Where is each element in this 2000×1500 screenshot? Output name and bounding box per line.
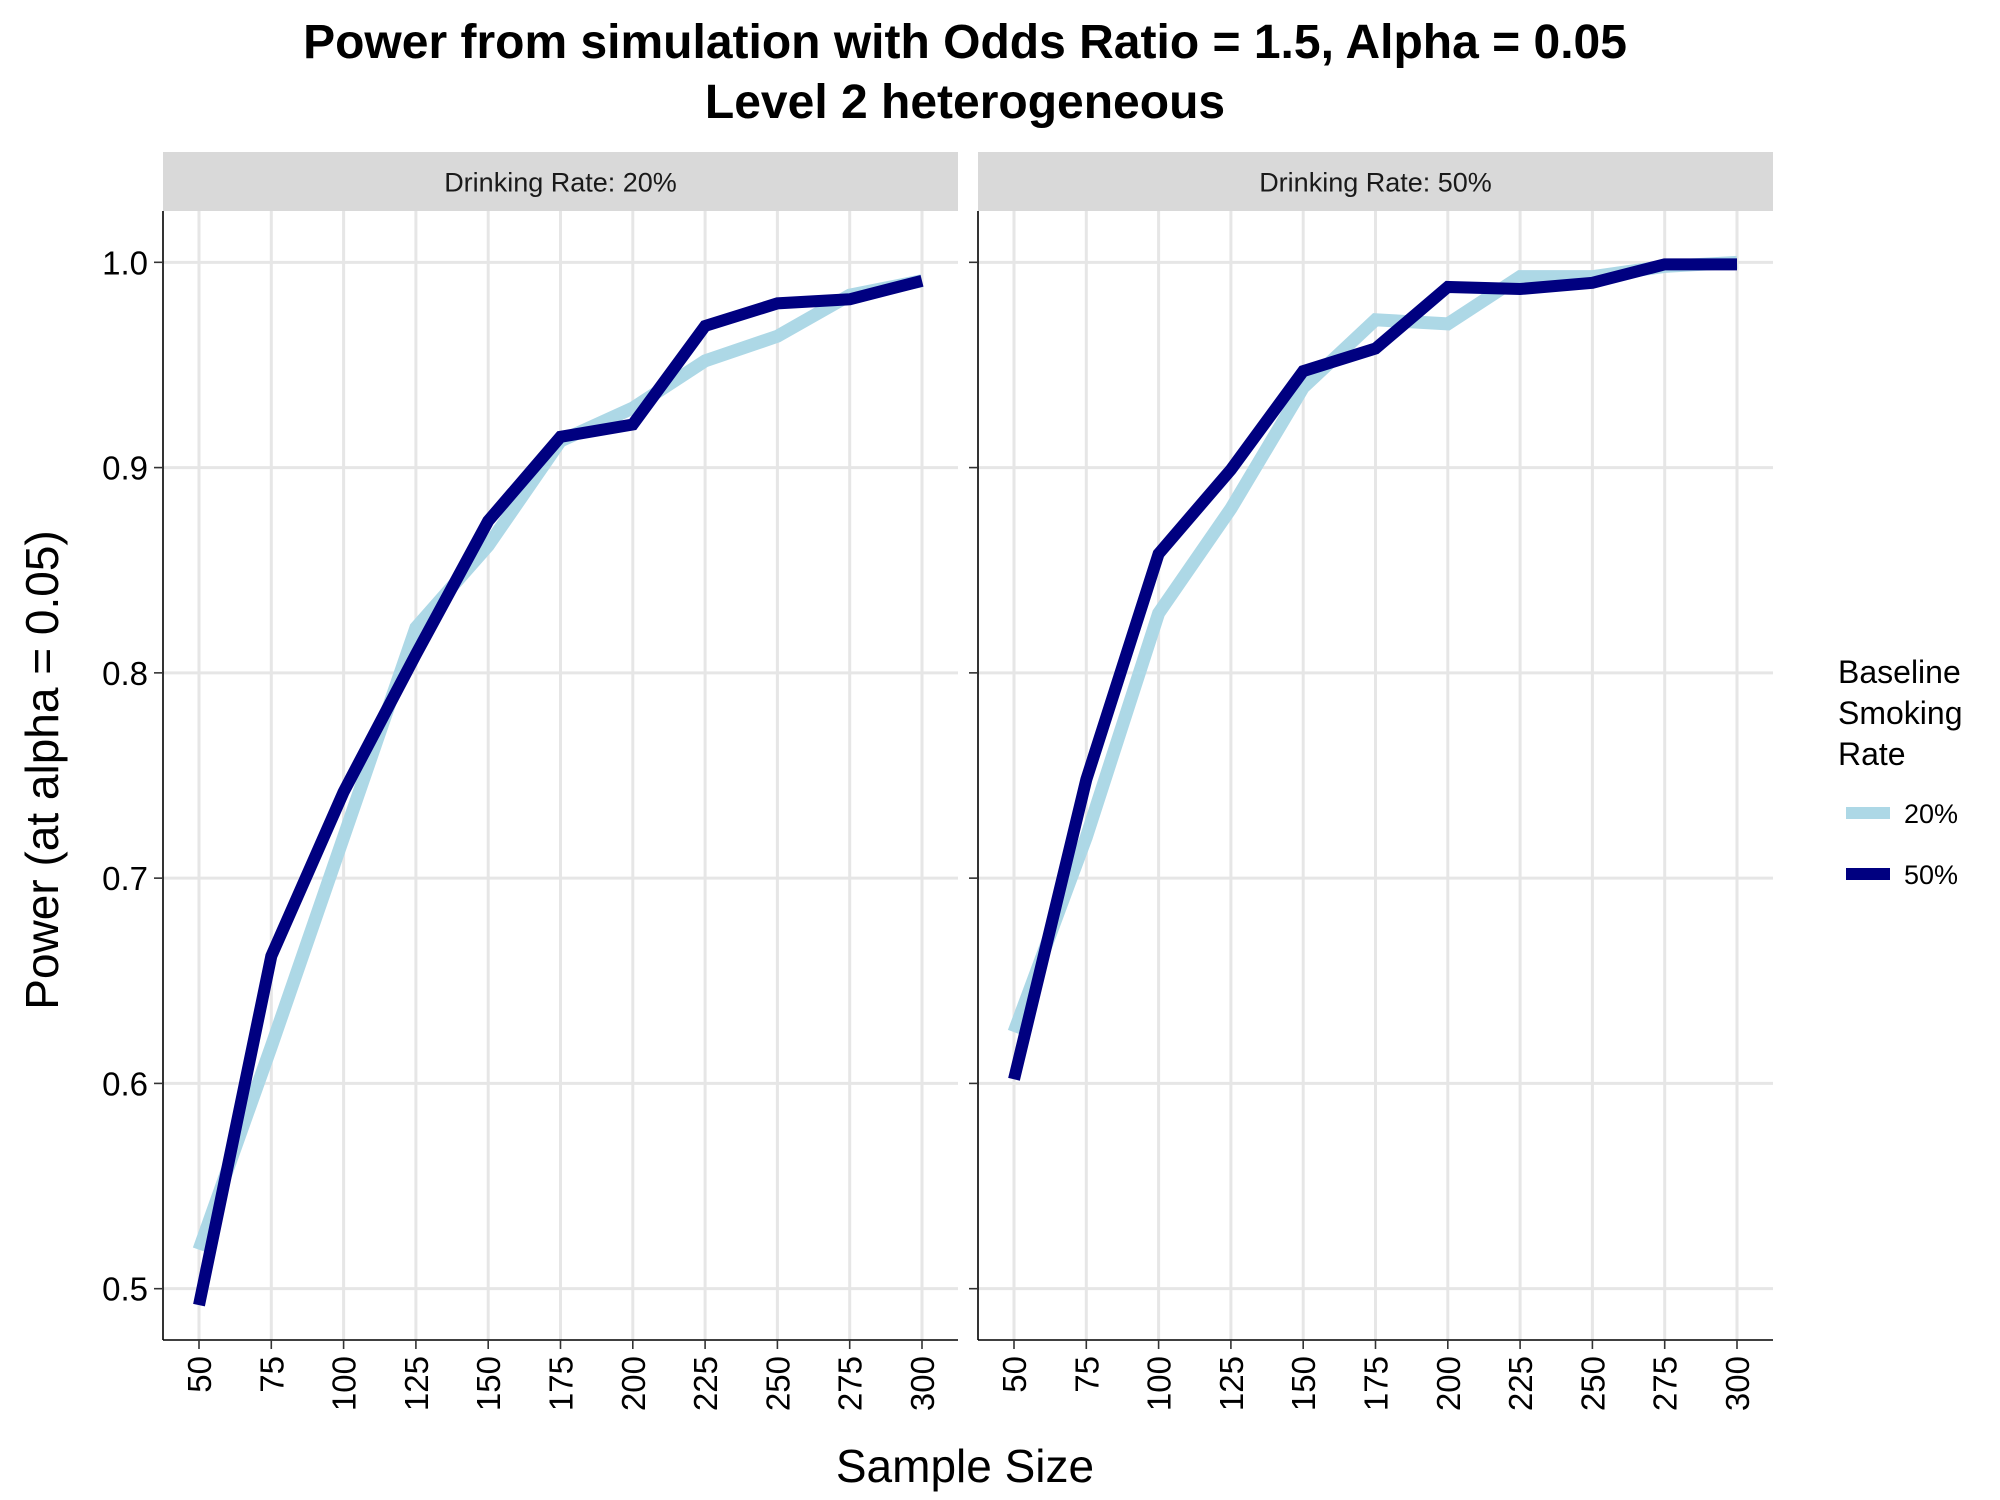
x-tick-label: 300	[904, 1356, 941, 1411]
x-tick-label: 250	[759, 1356, 796, 1411]
x-tick-label: 150	[1285, 1356, 1322, 1411]
y-tick-label: 1.0	[102, 244, 148, 281]
x-tick-label: 175	[1358, 1356, 1395, 1411]
legend-title-line: Smoking	[1838, 695, 1963, 731]
x-tick-label: 200	[615, 1356, 652, 1411]
legend-title-line: Rate	[1838, 736, 1906, 772]
x-tick-label: 300	[1719, 1356, 1756, 1411]
x-axis-title: Sample Size	[836, 1440, 1094, 1492]
panels-group: Drinking Rate: 20% 50 75 100 125 150 175 200 225…	[102, 152, 1773, 1411]
series-line-50pct	[1008, 258, 1737, 1081]
panel-strip-label: Drinking Rate: 50%	[1259, 168, 1492, 198]
panel-1: Drinking Rate: 20% 50 75 100 125 150 175 200 225…	[102, 152, 958, 1411]
y-tick-label: 0.8	[102, 655, 148, 692]
legend-entry-label: 20%	[1904, 799, 1958, 829]
y-tick-label: 0.7	[102, 860, 148, 897]
panel-strip	[978, 152, 1773, 211]
x-tick-label: 225	[687, 1356, 724, 1411]
panel-strip	[163, 152, 958, 211]
panel-strip-label: Drinking Rate: 20%	[444, 168, 677, 198]
y-axis-title: Power (at alpha = 0.05)	[16, 530, 68, 1009]
x-tick-label: 225	[1502, 1356, 1539, 1411]
x-tick-label: 75	[253, 1356, 290, 1393]
legend-entry-label: 50%	[1904, 860, 1958, 890]
x-tick-label: 150	[470, 1356, 507, 1411]
x-tick-label: 125	[1213, 1356, 1250, 1411]
x-tick-label: 275	[832, 1356, 869, 1411]
x-tick-label: 50	[181, 1356, 218, 1393]
x-tick-label: 50	[996, 1356, 1033, 1393]
x-tick-label: 250	[1574, 1356, 1611, 1411]
series-line-50pct	[193, 274, 924, 1307]
chart-title: Power from simulation with Odds Ratio = …	[303, 16, 1627, 69]
x-tick-label: 125	[398, 1356, 435, 1411]
panel-2: Drinking Rate: 50% 50 75 100 125 150 175 200 225…	[969, 152, 1773, 1411]
gridlines	[978, 211, 1773, 1340]
x-tick-label: 175	[543, 1356, 580, 1411]
x-tick-label: 100	[1141, 1356, 1178, 1411]
x-tick-label: 275	[1647, 1356, 1684, 1411]
y-tick-label: 0.5	[102, 1271, 148, 1308]
legend: Baseline Smoking Rate 20% 50%	[1838, 654, 1963, 890]
x-tick-label: 200	[1430, 1356, 1467, 1411]
chart-subtitle: Level 2 heterogeneous	[705, 76, 1225, 129]
y-tick-label: 0.9	[102, 450, 148, 487]
gridlines	[163, 211, 958, 1340]
y-tick-label: 0.6	[102, 1065, 148, 1102]
legend-title-line: Baseline	[1838, 654, 1961, 690]
x-tick-label: 100	[326, 1356, 363, 1411]
x-tick-label: 75	[1068, 1356, 1105, 1393]
